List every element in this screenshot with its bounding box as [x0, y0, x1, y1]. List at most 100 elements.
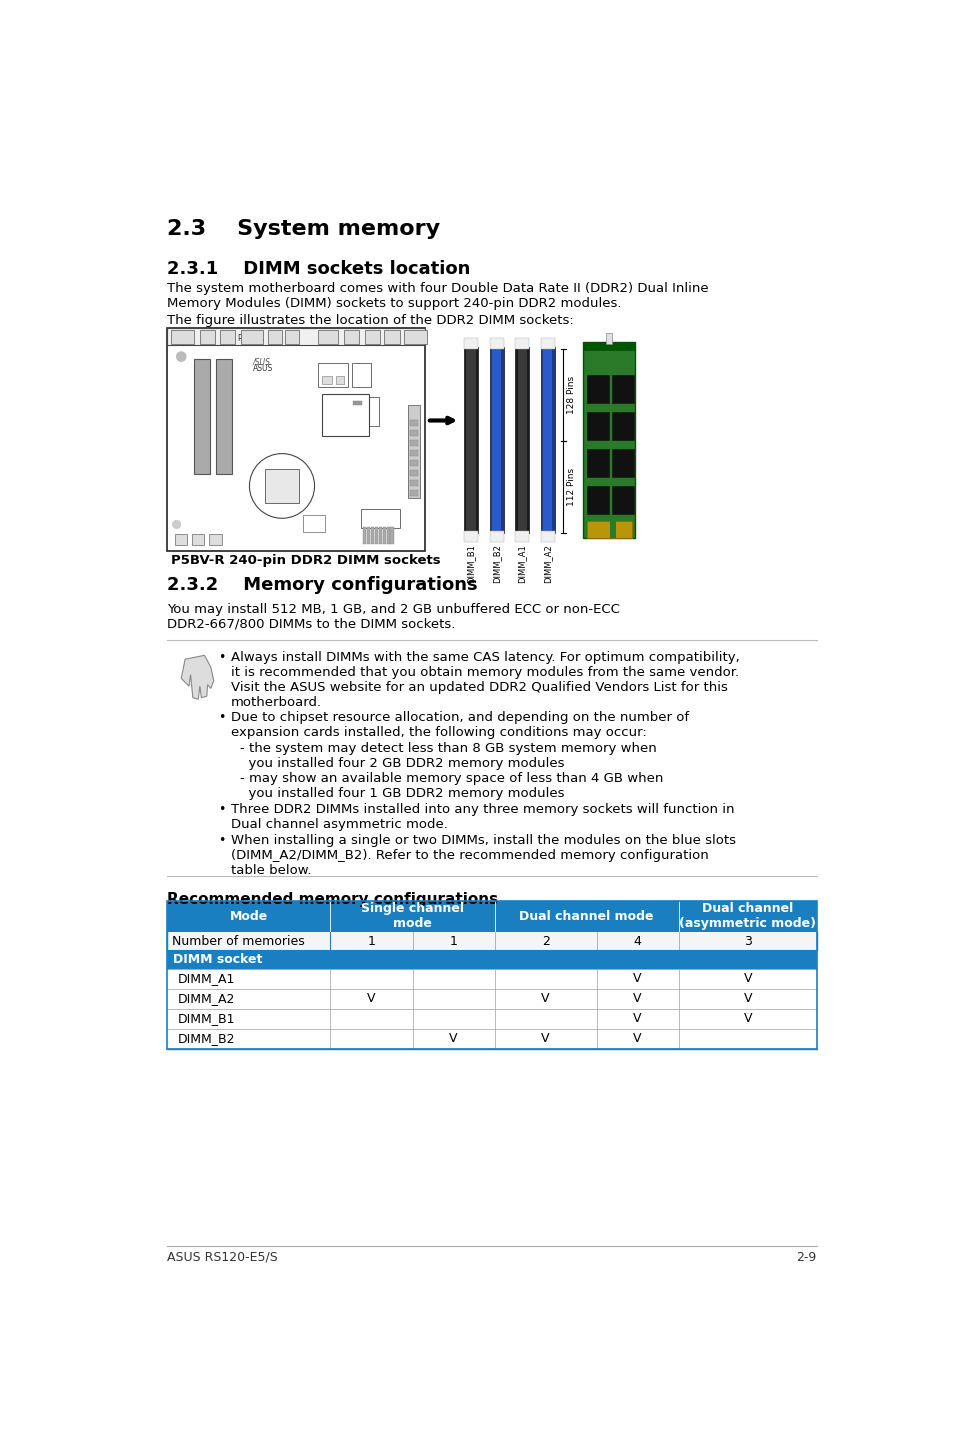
- Text: When installing a single or two DIMMs, install the modules on the blue slots
(DI: When installing a single or two DIMMs, i…: [231, 834, 735, 877]
- Bar: [489, 348, 503, 533]
- Bar: [303, 515, 324, 532]
- Text: DIMM_A1: DIMM_A1: [517, 545, 526, 584]
- Bar: [322, 375, 332, 384]
- Text: /SUS: /SUS: [253, 357, 271, 367]
- Bar: [410, 450, 418, 456]
- Text: •: •: [217, 834, 225, 847]
- Text: ASUS: ASUS: [253, 364, 273, 374]
- Text: Always install DIMMs with the same CAS latency. For optimum compatibility,
it is: Always install DIMMs with the same CAS l…: [231, 651, 739, 709]
- Text: •: •: [217, 710, 225, 723]
- Bar: [410, 470, 418, 476]
- Text: 1: 1: [367, 935, 375, 948]
- Text: V: V: [367, 992, 375, 1005]
- Text: Recommended memory configurations: Recommended memory configurations: [167, 892, 497, 907]
- Text: V: V: [633, 1012, 641, 1025]
- Bar: [344, 329, 359, 344]
- Bar: [167, 1009, 816, 1028]
- Text: V: V: [633, 1032, 641, 1045]
- Bar: [216, 360, 232, 475]
- Bar: [612, 375, 633, 403]
- Text: P5BV-R: P5BV-R: [236, 334, 264, 344]
- Bar: [386, 526, 390, 544]
- Bar: [167, 969, 816, 989]
- Circle shape: [172, 521, 180, 528]
- Bar: [587, 449, 608, 477]
- Text: 2.3    System memory: 2.3 System memory: [167, 219, 440, 239]
- Bar: [515, 338, 529, 349]
- Text: Due to chipset resource allocation, and depending on the number of
expansion car: Due to chipset resource allocation, and …: [231, 710, 688, 739]
- Text: DIMM socket: DIMM socket: [173, 953, 263, 966]
- Bar: [220, 329, 235, 344]
- Bar: [322, 397, 352, 426]
- Text: 2.3.1    DIMM sockets location: 2.3.1 DIMM sockets location: [167, 260, 470, 279]
- Bar: [542, 348, 552, 533]
- Bar: [609, 522, 616, 538]
- Bar: [367, 526, 370, 544]
- Bar: [378, 526, 381, 544]
- Bar: [464, 348, 477, 533]
- Text: 4: 4: [633, 935, 641, 948]
- Bar: [335, 375, 344, 384]
- Bar: [192, 535, 204, 545]
- Bar: [356, 397, 378, 426]
- Text: The system motherboard comes with four Double Data Rate II (DDR2) Dual Inline
Me: The system motherboard comes with four D…: [167, 282, 708, 311]
- Bar: [587, 486, 608, 513]
- Bar: [363, 526, 366, 544]
- Bar: [265, 469, 298, 503]
- Text: 2: 2: [541, 935, 549, 948]
- Bar: [209, 535, 221, 545]
- Bar: [517, 348, 526, 533]
- Bar: [382, 526, 385, 544]
- Bar: [464, 532, 477, 542]
- Bar: [582, 342, 635, 349]
- Polygon shape: [181, 656, 213, 699]
- Bar: [515, 532, 529, 542]
- Bar: [359, 401, 361, 406]
- Bar: [167, 951, 816, 969]
- Bar: [167, 328, 425, 345]
- Bar: [410, 420, 418, 426]
- Bar: [375, 526, 377, 544]
- Bar: [322, 394, 369, 436]
- Bar: [612, 486, 633, 513]
- Bar: [464, 338, 477, 349]
- Text: V: V: [633, 972, 641, 985]
- Text: •: •: [217, 651, 225, 664]
- Text: P5BV-R 240-pin DDR2 DIMM sockets: P5BV-R 240-pin DDR2 DIMM sockets: [171, 555, 440, 568]
- Text: DIMM_B2: DIMM_B2: [178, 1032, 235, 1045]
- Text: V: V: [742, 972, 751, 985]
- Bar: [167, 989, 816, 1009]
- Circle shape: [176, 352, 186, 361]
- Bar: [360, 509, 399, 528]
- Bar: [356, 401, 358, 406]
- Text: DIMM_B1: DIMM_B1: [466, 545, 476, 584]
- Bar: [174, 535, 187, 545]
- Text: The figure illustrates the location of the DDR2 DIMM sockets:: The figure illustrates the location of t…: [167, 315, 574, 328]
- Bar: [318, 329, 337, 344]
- Bar: [410, 460, 418, 466]
- Bar: [587, 375, 608, 403]
- Bar: [167, 328, 425, 551]
- Text: •: •: [217, 804, 225, 817]
- Bar: [605, 332, 612, 344]
- Bar: [410, 490, 418, 496]
- Bar: [365, 329, 380, 344]
- Bar: [612, 413, 633, 440]
- Text: V: V: [742, 992, 751, 1005]
- Bar: [492, 348, 500, 533]
- Text: DIMM_B1: DIMM_B1: [178, 1012, 235, 1025]
- Bar: [489, 338, 503, 349]
- Bar: [587, 413, 608, 440]
- Bar: [515, 348, 529, 533]
- Text: You may install 512 MB, 1 GB, and 2 GB unbuffered ECC or non-ECC
DDR2-667/800 DI: You may install 512 MB, 1 GB, and 2 GB u…: [167, 603, 619, 631]
- Bar: [612, 449, 633, 477]
- Text: ASUS RS120-E5/S: ASUS RS120-E5/S: [167, 1251, 277, 1264]
- Bar: [194, 360, 210, 475]
- Text: 1: 1: [449, 935, 457, 948]
- Bar: [353, 401, 355, 406]
- Text: 2-9: 2-9: [796, 1251, 816, 1264]
- Bar: [410, 480, 418, 486]
- Bar: [268, 329, 282, 344]
- Text: 3: 3: [743, 935, 751, 948]
- Text: Three DDR2 DIMMs installed into any three memory sockets will function in
Dual c: Three DDR2 DIMMs installed into any thre…: [231, 804, 734, 831]
